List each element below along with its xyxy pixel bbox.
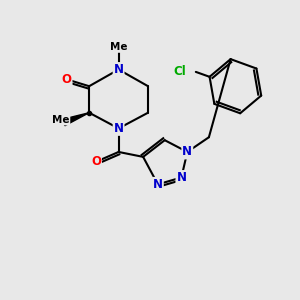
Text: N: N: [114, 122, 124, 135]
Text: N: N: [114, 63, 124, 76]
Text: Me: Me: [52, 115, 69, 124]
Text: O: O: [91, 155, 101, 168]
Text: N: N: [153, 178, 163, 191]
Text: O: O: [61, 73, 72, 86]
Text: Cl: Cl: [174, 65, 187, 78]
Polygon shape: [62, 113, 89, 126]
Text: N: N: [176, 171, 186, 184]
Text: Me: Me: [110, 42, 127, 52]
Text: N: N: [182, 146, 192, 158]
